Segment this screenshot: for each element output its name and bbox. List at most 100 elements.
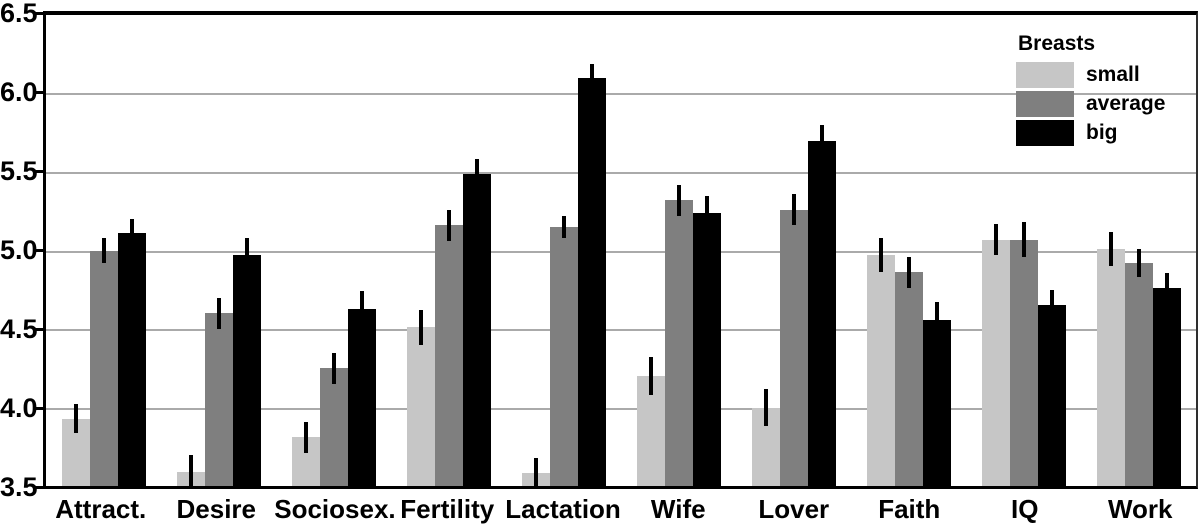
legend-swatch <box>1016 120 1074 146</box>
error-bar <box>216 297 221 330</box>
error-bar <box>73 404 78 433</box>
grid-layer <box>46 15 1196 486</box>
bar-small <box>981 223 1010 486</box>
error-bar <box>704 195 709 231</box>
error-bar <box>188 454 193 490</box>
error-bar <box>819 124 824 157</box>
bar-big <box>347 291 376 486</box>
bar-big <box>462 159 491 486</box>
error-bar <box>1021 222 1026 257</box>
bar-average <box>89 237 118 486</box>
legend-item-label: small <box>1086 63 1140 86</box>
y-tick-mark <box>33 12 43 15</box>
error-bar <box>648 357 653 395</box>
error-bar <box>878 237 883 273</box>
bar-group-faith <box>866 15 951 486</box>
gridline <box>46 328 1196 331</box>
bar-average <box>549 215 578 486</box>
x-category-label: Faith <box>878 494 941 524</box>
error-bar <box>1164 272 1169 304</box>
bar-big <box>1152 272 1181 486</box>
x-category-label: Lactation <box>505 494 621 524</box>
error-bar <box>101 237 106 264</box>
bar-big <box>232 237 261 486</box>
y-tick-label: 6.5 <box>0 0 38 28</box>
bar-average <box>894 256 923 486</box>
bar-average <box>319 352 348 486</box>
y-tick-label: 3.5 <box>0 472 38 502</box>
bar-big <box>922 302 951 486</box>
gridline <box>46 171 1196 174</box>
x-category-label: Wife <box>650 494 706 524</box>
bar-big <box>577 63 606 486</box>
bar-big <box>692 195 721 486</box>
error-bar <box>331 352 336 384</box>
error-bar <box>418 310 423 345</box>
y-tick-label: 6.0 <box>0 77 38 107</box>
bar-group-fertility <box>406 15 491 486</box>
bar-average <box>1124 248 1153 486</box>
error-bar <box>303 421 308 454</box>
bar-group-lover <box>751 15 836 486</box>
legend-item-label: average <box>1086 92 1166 115</box>
plot-area <box>43 11 1198 490</box>
bar-group-work <box>1096 15 1181 486</box>
y-tick-mark <box>33 170 43 173</box>
bars-layer <box>46 15 1196 490</box>
y-tick-mark <box>33 486 43 489</box>
legend: Breasts small average big <box>1016 28 1165 149</box>
error-bar <box>533 457 538 490</box>
bar-small <box>866 237 895 486</box>
error-bar <box>934 302 939 337</box>
x-category-label: Attract. <box>55 494 147 524</box>
y-tick-label: 5.5 <box>0 156 38 186</box>
y-tick-mark <box>33 407 43 410</box>
error-bar <box>993 223 998 256</box>
bar-small <box>751 388 780 486</box>
x-category-label: Fertility <box>400 494 495 524</box>
bar-average <box>204 297 233 486</box>
bar-small <box>636 357 665 486</box>
bar-small <box>1096 231 1125 486</box>
bar-group-attract <box>61 15 146 486</box>
y-tick-mark <box>33 249 43 252</box>
legend-items: small average big <box>1016 62 1165 146</box>
bar-average <box>434 209 463 486</box>
x-category-label: IQ <box>1011 494 1039 524</box>
error-bar <box>1108 231 1113 267</box>
y-tick-label: 5.0 <box>0 235 38 265</box>
error-bar <box>474 159 479 188</box>
error-bar <box>359 291 364 326</box>
bar-average <box>779 194 808 486</box>
error-bar <box>1136 248 1141 278</box>
y-tick-label: 4.5 <box>0 314 38 344</box>
bar-average <box>1009 222 1038 486</box>
bar-group-lactation <box>521 15 606 490</box>
bar-group-sociosex <box>291 15 376 486</box>
legend-item-small: small <box>1016 62 1165 88</box>
bar-group-desire <box>176 15 261 490</box>
error-bar <box>129 219 134 248</box>
bar-group-wife <box>636 15 721 486</box>
x-axis: Attract. Desire Sociosex. Fertility Lactatio… <box>43 493 1198 527</box>
legend-swatch <box>1016 62 1074 88</box>
bar-small <box>521 457 550 490</box>
legend-swatch <box>1016 91 1074 117</box>
gridline <box>46 250 1196 253</box>
error-bar <box>676 184 681 216</box>
error-bar <box>589 63 594 92</box>
bar-small <box>61 404 90 486</box>
legend-title: Breasts <box>1018 32 1096 55</box>
bar-small <box>176 454 205 490</box>
bar-big <box>807 124 836 486</box>
bar-small <box>406 310 435 486</box>
error-bar <box>763 388 768 427</box>
x-category-label: Lover <box>758 494 830 524</box>
gridline <box>46 407 1196 410</box>
x-category-label: Sociosex. <box>274 494 396 524</box>
x-category-label: Desire <box>176 494 257 524</box>
legend-item-label: big <box>1086 121 1118 144</box>
error-bar <box>561 215 566 238</box>
error-bar <box>446 209 451 242</box>
